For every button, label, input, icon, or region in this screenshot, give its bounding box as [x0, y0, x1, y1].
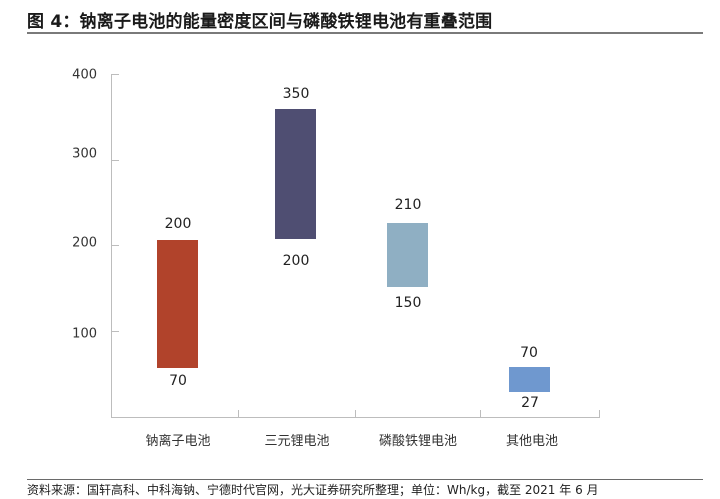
- bar-ternary-lithium: [275, 109, 316, 239]
- y-tick-300: [111, 160, 119, 161]
- source-note: 资料来源：国轩高科、中科海钠、宁德时代官网，光大证券研究所整理；单位：Wh/kg…: [27, 483, 599, 497]
- bar-sodium-ion: [157, 240, 198, 368]
- bar-other: [509, 367, 550, 392]
- bar-high-label: 210: [394, 197, 422, 213]
- bar-high-label: 200: [164, 216, 192, 232]
- y-tick-100: [111, 331, 119, 332]
- category-label: 磷酸铁锂电池: [378, 434, 457, 449]
- bar-low-label: 27: [521, 395, 539, 411]
- y-tick-200: [111, 245, 119, 246]
- x-tick: [355, 410, 356, 417]
- category-label: 钠离子电池: [145, 434, 211, 449]
- x-tick: [480, 410, 481, 417]
- bar-low-label: 70: [169, 373, 187, 389]
- y-tick-label: 400: [72, 67, 97, 83]
- title-divider: [27, 32, 703, 34]
- y-tick-label: 300: [72, 146, 97, 162]
- y-tick-400: [111, 74, 119, 75]
- category-label: 三元锂电池: [264, 434, 330, 449]
- bar-low-label: 200: [282, 253, 310, 269]
- bar-lfp: [387, 223, 428, 287]
- bar-high-label: 70: [520, 345, 538, 361]
- bar-high-label: 350: [282, 86, 310, 102]
- chart-title: 图 4：钠离子电池的能量密度区间与磷酸铁锂电池有重叠范围: [27, 12, 493, 32]
- x-tick: [238, 410, 239, 417]
- x-tick: [599, 410, 600, 417]
- range-bar-chart: 400 300 200 100 200 70 钠离子电池 350 200 三元锂…: [72, 67, 600, 449]
- bar-low-label: 150: [394, 295, 422, 311]
- source-divider: [27, 479, 703, 480]
- category-label: 其他电池: [505, 434, 558, 449]
- y-tick-label: 100: [72, 326, 97, 342]
- y-tick-label: 200: [72, 235, 97, 251]
- y-axis: [111, 74, 112, 418]
- x-axis: [111, 417, 600, 418]
